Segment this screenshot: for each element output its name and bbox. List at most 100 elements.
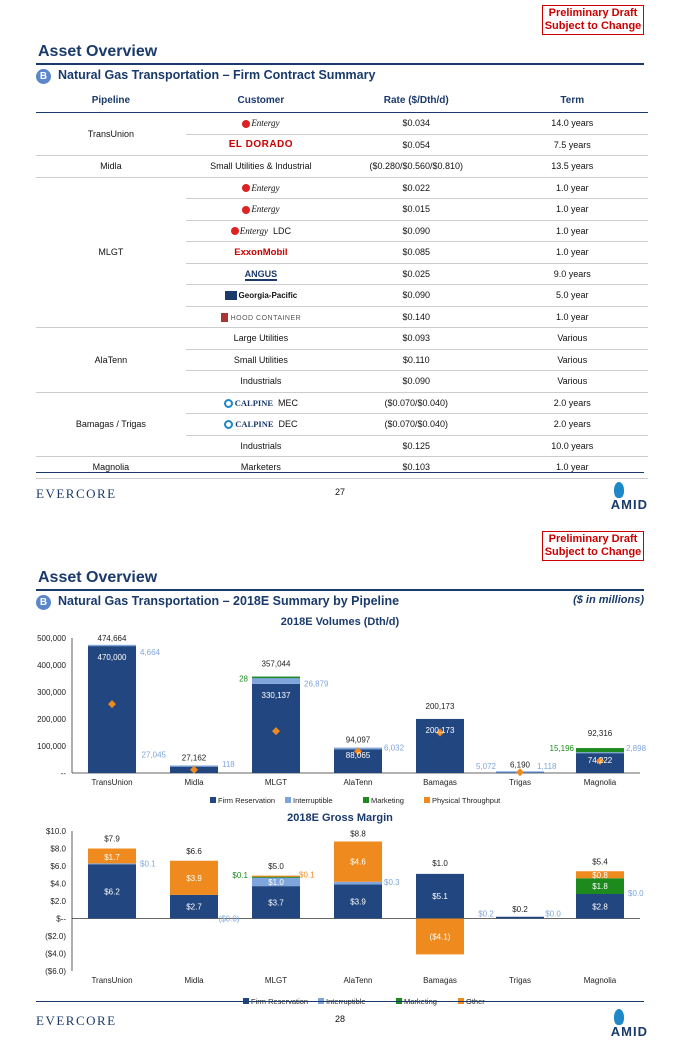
rate-cell: ($0.070/$0.040)	[335, 392, 497, 414]
other-value-label: $1.7	[104, 853, 120, 862]
legend-label: Physical Throughput	[432, 796, 501, 805]
table-row: Magnolia Marketers $0.103 1.0 year	[36, 456, 648, 479]
page-number: 27	[334, 487, 345, 497]
interruptible-value-label: 6,032	[384, 744, 405, 753]
column-header: Term	[496, 88, 648, 113]
firm-value-label: $5.1	[432, 892, 448, 901]
entergy-logo: Entergy	[239, 225, 268, 236]
entergy-logo: Entergy	[251, 118, 280, 129]
rate-cell: $0.085	[335, 241, 497, 264]
interruptible-value-label: $1.0	[268, 878, 284, 887]
table-row: Industrials $0.125 10.0 years	[36, 435, 648, 457]
footer: EVERCORE 27 AMID	[0, 482, 680, 522]
interruptible-value-label: $0.0	[545, 910, 561, 919]
customer-cell: Industrials	[185, 370, 336, 393]
interruptible-value-label: 118	[222, 760, 235, 769]
y-tick-label: $8.0	[50, 845, 66, 854]
section-header: B Natural Gas Transportation – Firm Cont…	[36, 67, 644, 89]
customer-name: Industrials	[240, 376, 282, 387]
table-row: ANGUS $0.025 9.0 years	[36, 263, 648, 285]
customer-cell: Large Utilities	[185, 327, 336, 350]
title-rule	[36, 63, 644, 65]
x-tick-label: Magnolia	[584, 778, 617, 787]
table-row: Industrials $0.090 Various	[36, 370, 648, 393]
rate-cell: $0.090	[335, 284, 497, 307]
legend-label: Firm Reservation	[218, 796, 275, 805]
customer-cell: HOOD CONTAINER	[185, 306, 336, 328]
calpine-logo: CALPINE	[234, 397, 274, 408]
marketing-bar	[576, 878, 624, 894]
other-value-label: $4.6	[350, 858, 366, 867]
interruptible-value-label: 4,664	[140, 648, 161, 657]
rate-cell: $0.125	[335, 435, 497, 457]
legend-swatch	[285, 797, 291, 803]
rate-cell: $0.034	[335, 112, 497, 135]
firm-reservation-bar	[416, 873, 464, 919]
amid-flame-icon	[614, 482, 624, 498]
other-value-label: $3.9	[186, 874, 202, 883]
y-tick-label: 400,000	[37, 661, 66, 670]
y-tick-label: $--	[56, 915, 66, 924]
rate-cell: $0.015	[335, 198, 497, 221]
legend-label: Marketing	[371, 796, 404, 805]
y-tick-label: $4.0	[50, 880, 66, 889]
entergy-icon	[242, 119, 251, 128]
x-tick-label: TransUnion	[91, 976, 132, 985]
term-cell: 1.0 year	[496, 306, 648, 328]
term-cell: 1.0 year	[496, 456, 648, 479]
georgia-pacific-icon	[224, 291, 237, 301]
x-tick-label: Trigas	[509, 976, 531, 985]
rate-cell: ($0.070/$0.040)	[335, 413, 497, 436]
term-cell: 1.0 year	[496, 198, 648, 221]
section-title: Natural Gas Transportation – 2018E Summa…	[58, 594, 400, 608]
amid-flame-icon	[614, 1009, 624, 1025]
customer-cell: Small Utilities	[185, 349, 336, 371]
legend-swatch	[210, 797, 216, 803]
draft-line-1: Preliminary Draft	[548, 533, 638, 545]
customer-cell: CALPINE DEC	[185, 413, 336, 436]
y-tick-label: 500,000	[37, 634, 66, 643]
customer-name: Large Utilities	[233, 333, 289, 344]
term-cell: 2.0 years	[496, 392, 648, 414]
page-number: 28	[334, 1014, 345, 1024]
customer-cell: Entergy	[185, 112, 336, 135]
rate-cell: $0.022	[335, 177, 497, 199]
other-value-label: ($4.1)	[430, 932, 451, 941]
x-tick-label: Bamagas	[423, 778, 457, 787]
firm-value-label: $3.9	[350, 897, 366, 906]
firm-reservation-bar	[88, 864, 136, 919]
firm-value-label: 330,137	[262, 691, 291, 700]
firm-value-label: 200,173	[426, 726, 455, 735]
gross-margin-chart: $10.0 $8.0 $6.0 $4.0 $2.0 $-- ($2.0) ($4.0) ($6.…	[45, 827, 644, 1006]
pipeline-cell: Bamagas / Trigas	[36, 392, 186, 457]
entergy-icon	[242, 205, 251, 214]
y-tick-label: --	[61, 769, 67, 778]
customer-cell: Entergy	[185, 198, 336, 221]
customer-cell: ANGUS	[185, 263, 336, 285]
firm-reservation-bar	[252, 886, 300, 919]
interruptible-value-label: 2,898	[626, 744, 647, 753]
customer-cell: Marketers	[185, 456, 336, 479]
marketing-value-label: 15,196	[550, 744, 575, 753]
total-label: 6,190	[510, 760, 531, 769]
firm-reservation-bar	[88, 646, 136, 773]
calpine-icon	[223, 398, 233, 408]
firm-value-label: $2.8	[592, 902, 608, 911]
rate-cell: $0.103	[335, 456, 497, 479]
calpine-icon	[224, 420, 234, 430]
throughput-marker	[596, 756, 604, 765]
y-tick-label: $10.0	[46, 827, 67, 836]
table-row: AlaTenn Large Utilities $0.093 Various	[36, 327, 648, 393]
term-cell: 14.0 years	[496, 112, 648, 135]
customer-suffix: DEC	[278, 419, 298, 430]
pipeline-cell: AlaTenn	[36, 327, 186, 393]
draft-stamp: Preliminary Draft Subject to Change	[542, 5, 644, 35]
marketing-value-label: 28	[239, 675, 248, 684]
slide-28: Preliminary Draft Subject to Change Asse…	[0, 525, 680, 1050]
x-tick-label: AlaTenn	[344, 778, 373, 787]
rate-cell: $0.090	[335, 370, 497, 393]
customer-name: Industrials	[240, 440, 282, 451]
other-bar	[416, 918, 464, 955]
marketing-value-label: $0.1	[232, 871, 248, 880]
angus-logo: ANGUS	[244, 268, 278, 281]
